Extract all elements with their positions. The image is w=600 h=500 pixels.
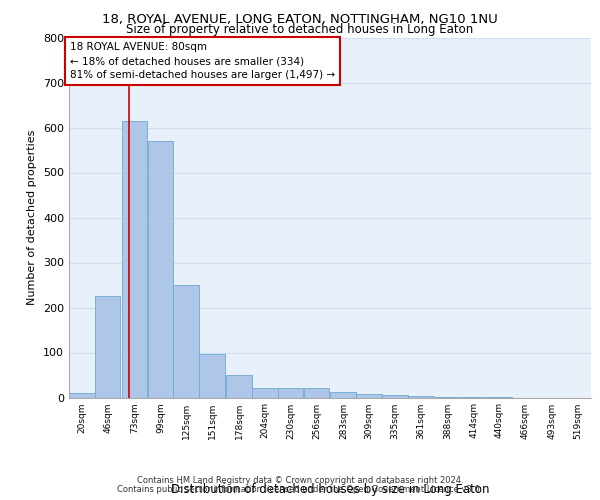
Bar — [95, 296, 121, 398]
Text: Size of property relative to detached houses in Long Eaton: Size of property relative to detached ho… — [127, 22, 473, 36]
Bar — [304, 388, 329, 398]
Bar — [435, 396, 460, 398]
Text: Contains public sector information licensed under the Open Government Licence v3: Contains public sector information licen… — [118, 484, 482, 494]
Bar — [122, 120, 147, 398]
Bar — [252, 388, 278, 398]
Bar — [278, 388, 304, 398]
Y-axis label: Number of detached properties: Number of detached properties — [28, 130, 37, 305]
Bar — [148, 141, 173, 398]
X-axis label: Distribution of detached houses by size in Long Eaton: Distribution of detached houses by size … — [171, 483, 489, 496]
Text: 18, ROYAL AVENUE, LONG EATON, NOTTINGHAM, NG10 1NU: 18, ROYAL AVENUE, LONG EATON, NOTTINGHAM… — [102, 12, 498, 26]
Bar — [199, 354, 225, 398]
Bar — [356, 394, 382, 398]
Bar — [331, 392, 356, 398]
Bar — [382, 395, 408, 398]
Bar — [408, 396, 434, 398]
Bar — [69, 393, 95, 398]
Bar — [173, 285, 199, 398]
Bar — [226, 375, 251, 398]
Text: Contains HM Land Registry data © Crown copyright and database right 2024.: Contains HM Land Registry data © Crown c… — [137, 476, 463, 485]
Text: 18 ROYAL AVENUE: 80sqm
← 18% of detached houses are smaller (334)
81% of semi-de: 18 ROYAL AVENUE: 80sqm ← 18% of detached… — [70, 42, 335, 80]
